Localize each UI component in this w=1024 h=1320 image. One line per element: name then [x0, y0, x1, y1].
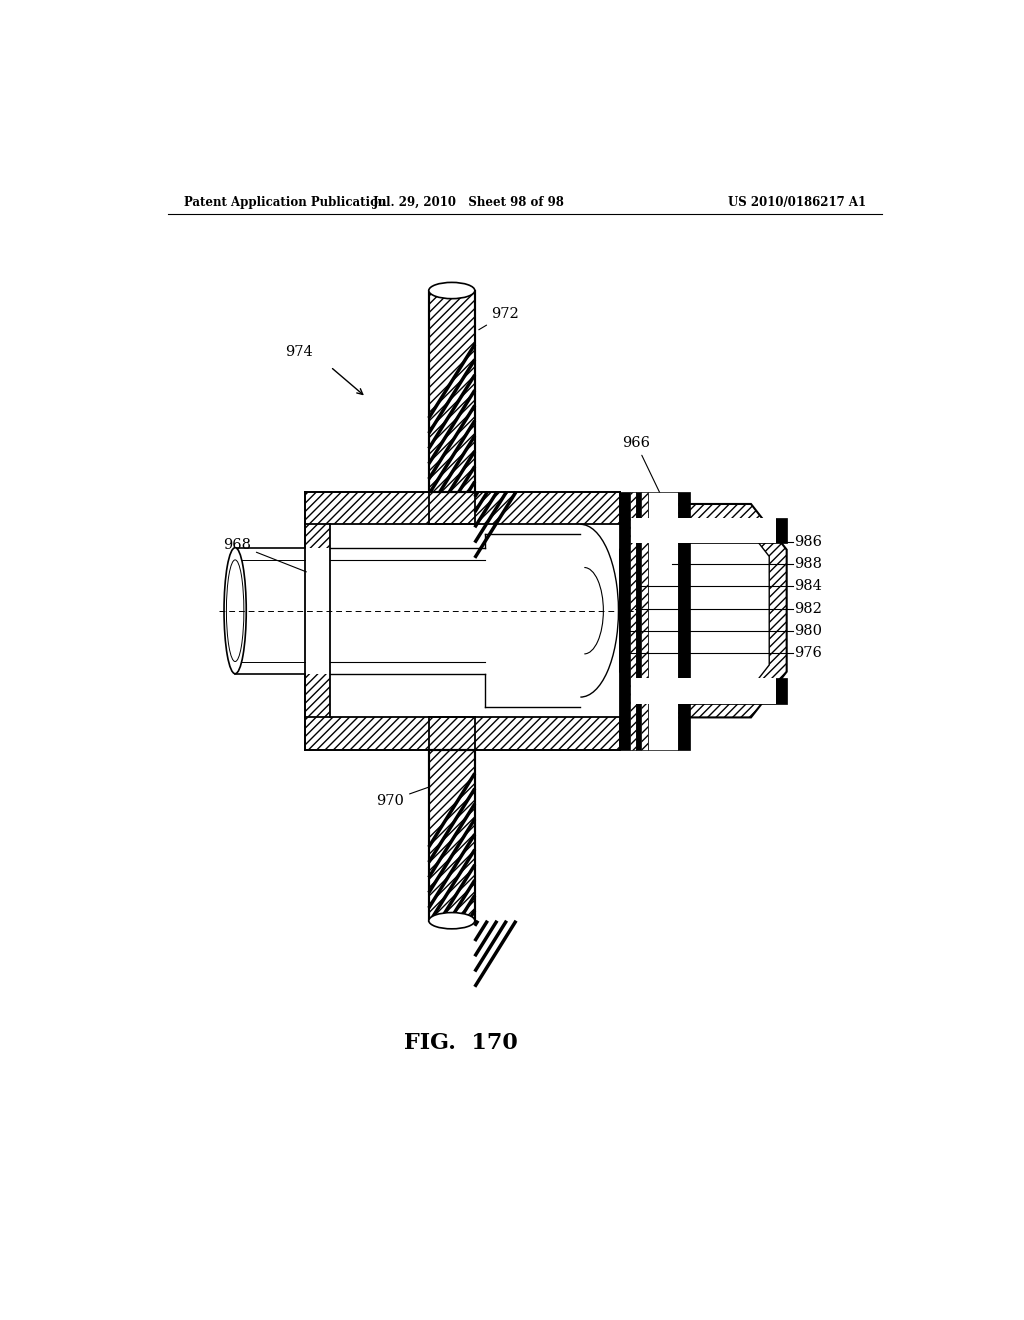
Text: US 2010/0186217 A1: US 2010/0186217 A1: [728, 197, 866, 209]
Bar: [620, 492, 630, 750]
Text: 986: 986: [795, 535, 822, 549]
Text: 974: 974: [285, 345, 312, 359]
Ellipse shape: [224, 548, 246, 673]
Bar: [648, 492, 678, 750]
Bar: [630, 492, 636, 750]
Ellipse shape: [226, 560, 244, 661]
Polygon shape: [638, 527, 769, 696]
Bar: [429, 290, 475, 492]
Bar: [620, 678, 786, 704]
Bar: [678, 492, 690, 750]
Bar: [429, 750, 475, 921]
Bar: [631, 678, 776, 704]
Bar: [636, 492, 641, 750]
Text: 970: 970: [376, 771, 474, 808]
Bar: [429, 290, 475, 492]
Text: Patent Application Publication: Patent Application Publication: [183, 197, 386, 209]
Bar: [305, 492, 621, 750]
Text: 966: 966: [622, 436, 669, 512]
Text: FIG.  170: FIG. 170: [404, 1032, 518, 1053]
Text: 976: 976: [795, 647, 822, 660]
Ellipse shape: [429, 282, 475, 298]
Text: 980: 980: [795, 624, 822, 638]
Bar: [631, 517, 776, 543]
Bar: [331, 560, 485, 661]
Bar: [331, 524, 621, 718]
Text: 982: 982: [795, 602, 822, 615]
Ellipse shape: [429, 912, 475, 929]
Bar: [641, 492, 648, 750]
Polygon shape: [331, 535, 581, 708]
Bar: [219, 548, 331, 673]
Text: Jul. 29, 2010   Sheet 98 of 98: Jul. 29, 2010 Sheet 98 of 98: [374, 197, 565, 209]
Bar: [620, 517, 786, 543]
Bar: [429, 750, 475, 921]
Text: 984: 984: [795, 579, 822, 593]
Polygon shape: [620, 504, 786, 718]
Text: 972: 972: [479, 308, 519, 330]
Text: 988: 988: [795, 557, 822, 572]
Text: 968: 968: [223, 537, 306, 572]
